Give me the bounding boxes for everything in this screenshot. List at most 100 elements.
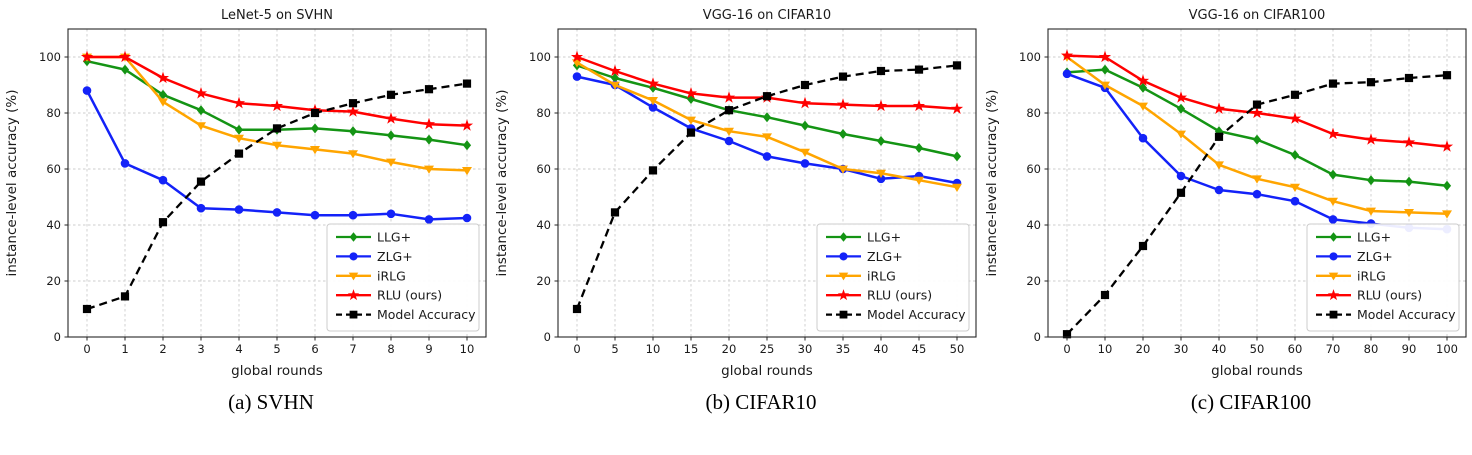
x-axis-label: global rounds <box>721 363 813 379</box>
x-axis-label: global rounds <box>1211 363 1303 379</box>
legend: LLG+ ZLG+ iRLG RLU (ours) Model Accuracy <box>326 223 480 332</box>
x-tick-label: 40 <box>1212 342 1227 356</box>
y-tick-label: 60 <box>46 162 61 176</box>
y-tick-label: 100 <box>529 50 551 64</box>
x-tick-label: 9 <box>425 342 432 356</box>
series-rlu-ours- <box>1060 49 1454 152</box>
legend-item-llg-: LLG+ <box>336 230 411 245</box>
chart-title: VGG-16 on CIFAR10 <box>703 8 831 23</box>
x-tick-label: 50 <box>1250 342 1265 356</box>
x-tick-label: 5 <box>611 342 618 356</box>
line-chart-cifar10: 0 5 10 15 20 25 30 35 40 45 50 0 20 40 60 80 100 VGG-16 o… <box>494 8 977 379</box>
y-tick-label: 100 <box>1019 50 1041 64</box>
plot-border <box>557 28 977 338</box>
legend-item-zlg-: ZLG+ <box>826 249 903 264</box>
series-irlg <box>1062 53 1452 219</box>
x-tick-label: 10 <box>460 342 475 356</box>
x-tick-label: 5 <box>273 342 280 356</box>
x-tick-label: 2 <box>159 342 166 356</box>
x-tick-label: 40 <box>874 342 889 356</box>
x-tick-label: 100 <box>1436 342 1458 356</box>
x-tick-label: 7 <box>349 342 356 356</box>
legend-label: LLG+ <box>377 230 411 245</box>
y-tick-label: 80 <box>1026 106 1041 120</box>
y-axis-label: instance-level accuracy (%) <box>494 89 510 276</box>
axes: 0 5 10 15 20 25 30 35 40 45 50 0 20 40 60 80 100 <box>529 50 964 356</box>
legend-item-zlg-: ZLG+ <box>1316 249 1393 264</box>
x-tick-label: 60 <box>1288 342 1303 356</box>
caption-cell-a: (a) SVHN <box>0 390 490 415</box>
x-tick-label: 0 <box>1063 342 1070 356</box>
y-tick-label: 40 <box>46 218 61 232</box>
x-tick-label: 35 <box>836 342 851 356</box>
legend-label: RLU (ours) <box>377 288 442 303</box>
y-tick-label: 60 <box>536 162 551 176</box>
legend: LLG+ ZLG+ iRLG RLU (ours) Model Accuracy <box>816 223 970 332</box>
chart-title: LeNet-5 on SVHN <box>221 8 333 23</box>
legend-item-zlg-: ZLG+ <box>336 249 413 264</box>
series-model-accuracy <box>82 79 472 314</box>
y-tick-label: 20 <box>46 274 61 288</box>
x-tick-label: 20 <box>722 342 737 356</box>
series-model-accuracy <box>572 61 962 314</box>
x-tick-label: 0 <box>83 342 90 356</box>
series-llg- <box>1062 64 1452 191</box>
x-tick-label: 6 <box>311 342 318 356</box>
x-tick-label: 10 <box>646 342 661 356</box>
series-zlg- <box>82 86 472 224</box>
x-tick-label: 1 <box>121 342 128 356</box>
x-tick-label: 15 <box>684 342 699 356</box>
x-tick-label: 10 <box>1098 342 1113 356</box>
x-tick-label: 80 <box>1364 342 1379 356</box>
legend-item-llg-: LLG+ <box>1316 230 1391 245</box>
legend-label: Model Accuracy <box>377 307 476 322</box>
x-axis-label: global rounds <box>231 363 323 379</box>
x-tick-label: 30 <box>798 342 813 356</box>
axes: 0 10 20 30 40 50 60 70 80 90 100 0 20 40 60 80 100 <box>1019 50 1458 356</box>
caption-cell-c: (c) CIFAR100 <box>980 390 1470 415</box>
legend-item-irlg: iRLG <box>336 268 406 283</box>
chart-panel-svhn: 0 1 2 3 4 5 6 7 8 9 10 0 20 40 60 80 100 LeNet-5 on SVHN g… <box>0 2 490 380</box>
legend-label: iRLG <box>867 268 896 283</box>
legend-label: Model Accuracy <box>867 307 966 322</box>
legend-label: LLG+ <box>867 230 901 245</box>
y-tick-label: 40 <box>536 218 551 232</box>
plot-border <box>1047 28 1467 338</box>
legend-label: RLU (ours) <box>867 288 932 303</box>
figure-three-line-charts: 0 1 2 3 4 5 6 7 8 9 10 0 20 40 60 80 100 LeNet-5 on SVHN g… <box>0 2 1470 380</box>
legend-item-model-accuracy: Model Accuracy <box>336 307 476 322</box>
x-tick-label: 90 <box>1402 342 1417 356</box>
x-tick-label: 30 <box>1174 342 1189 356</box>
y-tick-label: 0 <box>544 330 551 344</box>
series-model-accuracy <box>1062 71 1452 339</box>
legend-label: ZLG+ <box>867 249 903 264</box>
caption-cifar100: (c) CIFAR100 <box>1190 390 1312 414</box>
x-tick-label: 45 <box>912 342 927 356</box>
legend: LLG+ ZLG+ iRLG RLU (ours) Model Accuracy <box>1306 223 1460 332</box>
x-tick-label: 3 <box>197 342 204 356</box>
x-tick-label: 50 <box>950 342 965 356</box>
x-tick-label: 4 <box>235 342 242 356</box>
y-tick-label: 40 <box>1026 218 1041 232</box>
chart-title: VGG-16 on CIFAR100 <box>1189 8 1326 23</box>
x-tick-label: 0 <box>573 342 580 356</box>
series-zlg- <box>572 72 962 188</box>
x-tick-label: 20 <box>1136 342 1151 356</box>
legend-item-llg-: LLG+ <box>826 230 901 245</box>
x-tick-label: 25 <box>760 342 775 356</box>
caption-svhn: (a) SVHN <box>228 390 314 414</box>
caption-cifar10: (b) CIFAR10 <box>705 390 817 414</box>
y-tick-label: 0 <box>54 330 61 344</box>
y-axis-label: instance-level accuracy (%) <box>984 89 1000 276</box>
y-tick-label: 20 <box>536 274 551 288</box>
caption-row: (a) SVHN (b) CIFAR10 (c) CIFAR100 <box>0 390 1472 415</box>
chart-panel-cifar100: 0 10 20 30 40 50 60 70 80 90 100 0 20 40 60 80 100 VGG-16… <box>980 2 1470 380</box>
legend-item-rlu-ours-: RLU (ours) <box>336 288 442 303</box>
legend-label: iRLG <box>1357 268 1386 283</box>
line-chart-cifar100: 0 10 20 30 40 50 60 70 80 90 100 0 20 40 60 80 100 VGG-16… <box>984 8 1467 379</box>
legend-item-irlg: iRLG <box>1316 268 1386 283</box>
legend-label: LLG+ <box>1357 230 1391 245</box>
y-tick-label: 0 <box>1034 330 1041 344</box>
